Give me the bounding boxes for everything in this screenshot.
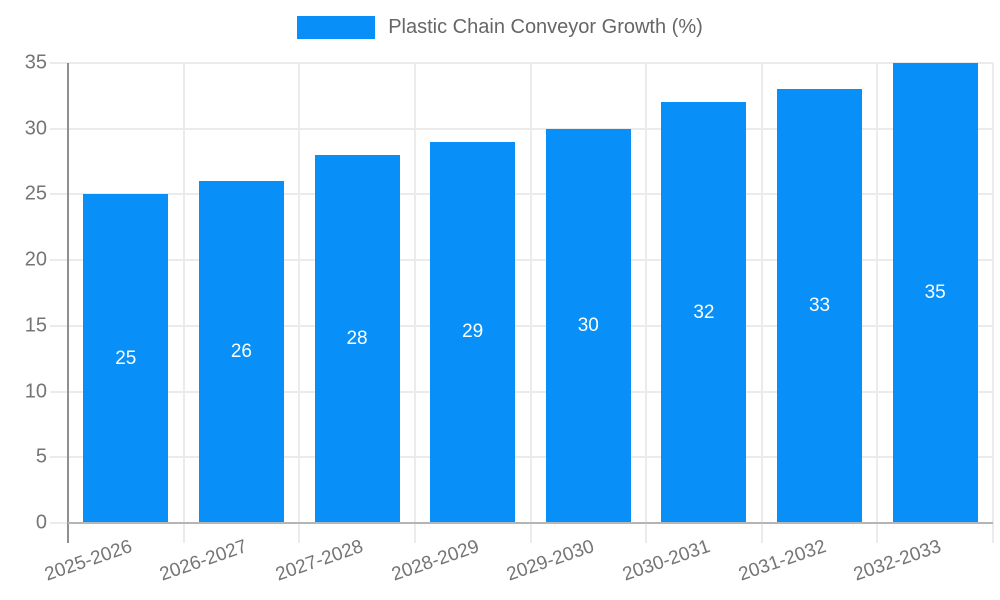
- x-gridline: [992, 63, 994, 543]
- y-tick: [50, 522, 68, 524]
- x-axis-tick-label: 2032-2033: [851, 536, 945, 586]
- bar[interactable]: [198, 181, 284, 523]
- bar-value-label: 30: [577, 314, 599, 336]
- bar-value-label: 26: [230, 341, 253, 363]
- y-tick: [50, 390, 68, 393]
- x-gridline: [182, 63, 185, 543]
- bar-value-label: 29: [462, 321, 484, 343]
- y-axis-tick-label: 15: [24, 314, 47, 337]
- y-axis-line: [67, 63, 69, 543]
- x-axis-tick-label: 2030-2031: [620, 536, 713, 586]
- y-tick: [50, 62, 68, 64]
- y-tick: [50, 324, 68, 327]
- y-axis-tick-label: 35: [24, 51, 47, 74]
- bar-value-label: 25: [115, 347, 137, 369]
- x-gridline: [413, 63, 416, 543]
- x-axis-tick-label: 2031-2032: [735, 536, 829, 586]
- legend-swatch-icon: [297, 16, 376, 39]
- y-axis-tick-label: 10: [24, 380, 47, 403]
- y-tick: [50, 193, 68, 196]
- bar-value-label: 33: [808, 295, 831, 317]
- x-axis-line: [68, 522, 993, 524]
- x-axis-tick-label: 2027-2028: [273, 536, 366, 586]
- y-tick: [50, 127, 68, 130]
- bar-value-label: 32: [693, 301, 715, 323]
- bar[interactable]: [430, 141, 516, 523]
- y-tick: [50, 259, 68, 262]
- y-axis-tick-label: 30: [24, 117, 47, 140]
- x-gridline: [645, 63, 648, 543]
- bar-value-label: 35: [924, 282, 946, 303]
- y-axis-tick-label: 5: [35, 445, 47, 468]
- x-axis-tick-label: 2025-2026: [41, 536, 135, 586]
- x-gridline: [876, 63, 879, 543]
- x-axis-tick-label: 2029-2030: [504, 536, 598, 586]
- y-axis-tick-label: 0: [35, 511, 47, 534]
- bar[interactable]: [314, 155, 400, 523]
- bar[interactable]: [661, 102, 747, 523]
- bar[interactable]: [892, 63, 978, 523]
- x-gridline: [760, 63, 763, 543]
- bar[interactable]: [83, 194, 169, 523]
- bar[interactable]: [777, 89, 863, 523]
- x-axis-tick-label: 2028-2029: [388, 536, 482, 586]
- x-gridline: [298, 63, 301, 543]
- legend-item[interactable]: Plastic Chain Conveyor Growth (%): [0, 16, 1000, 39]
- y-axis-tick-label: 20: [24, 248, 47, 271]
- x-axis-tick-label: 2026-2027: [157, 536, 251, 586]
- y-tick: [50, 456, 68, 459]
- bar[interactable]: [545, 128, 631, 523]
- x-gridline: [529, 63, 532, 543]
- legend-label: Plastic Chain Conveyor Growth (%): [388, 16, 703, 38]
- y-axis-tick-label: 25: [24, 182, 47, 205]
- bar-value-label: 28: [346, 328, 368, 349]
